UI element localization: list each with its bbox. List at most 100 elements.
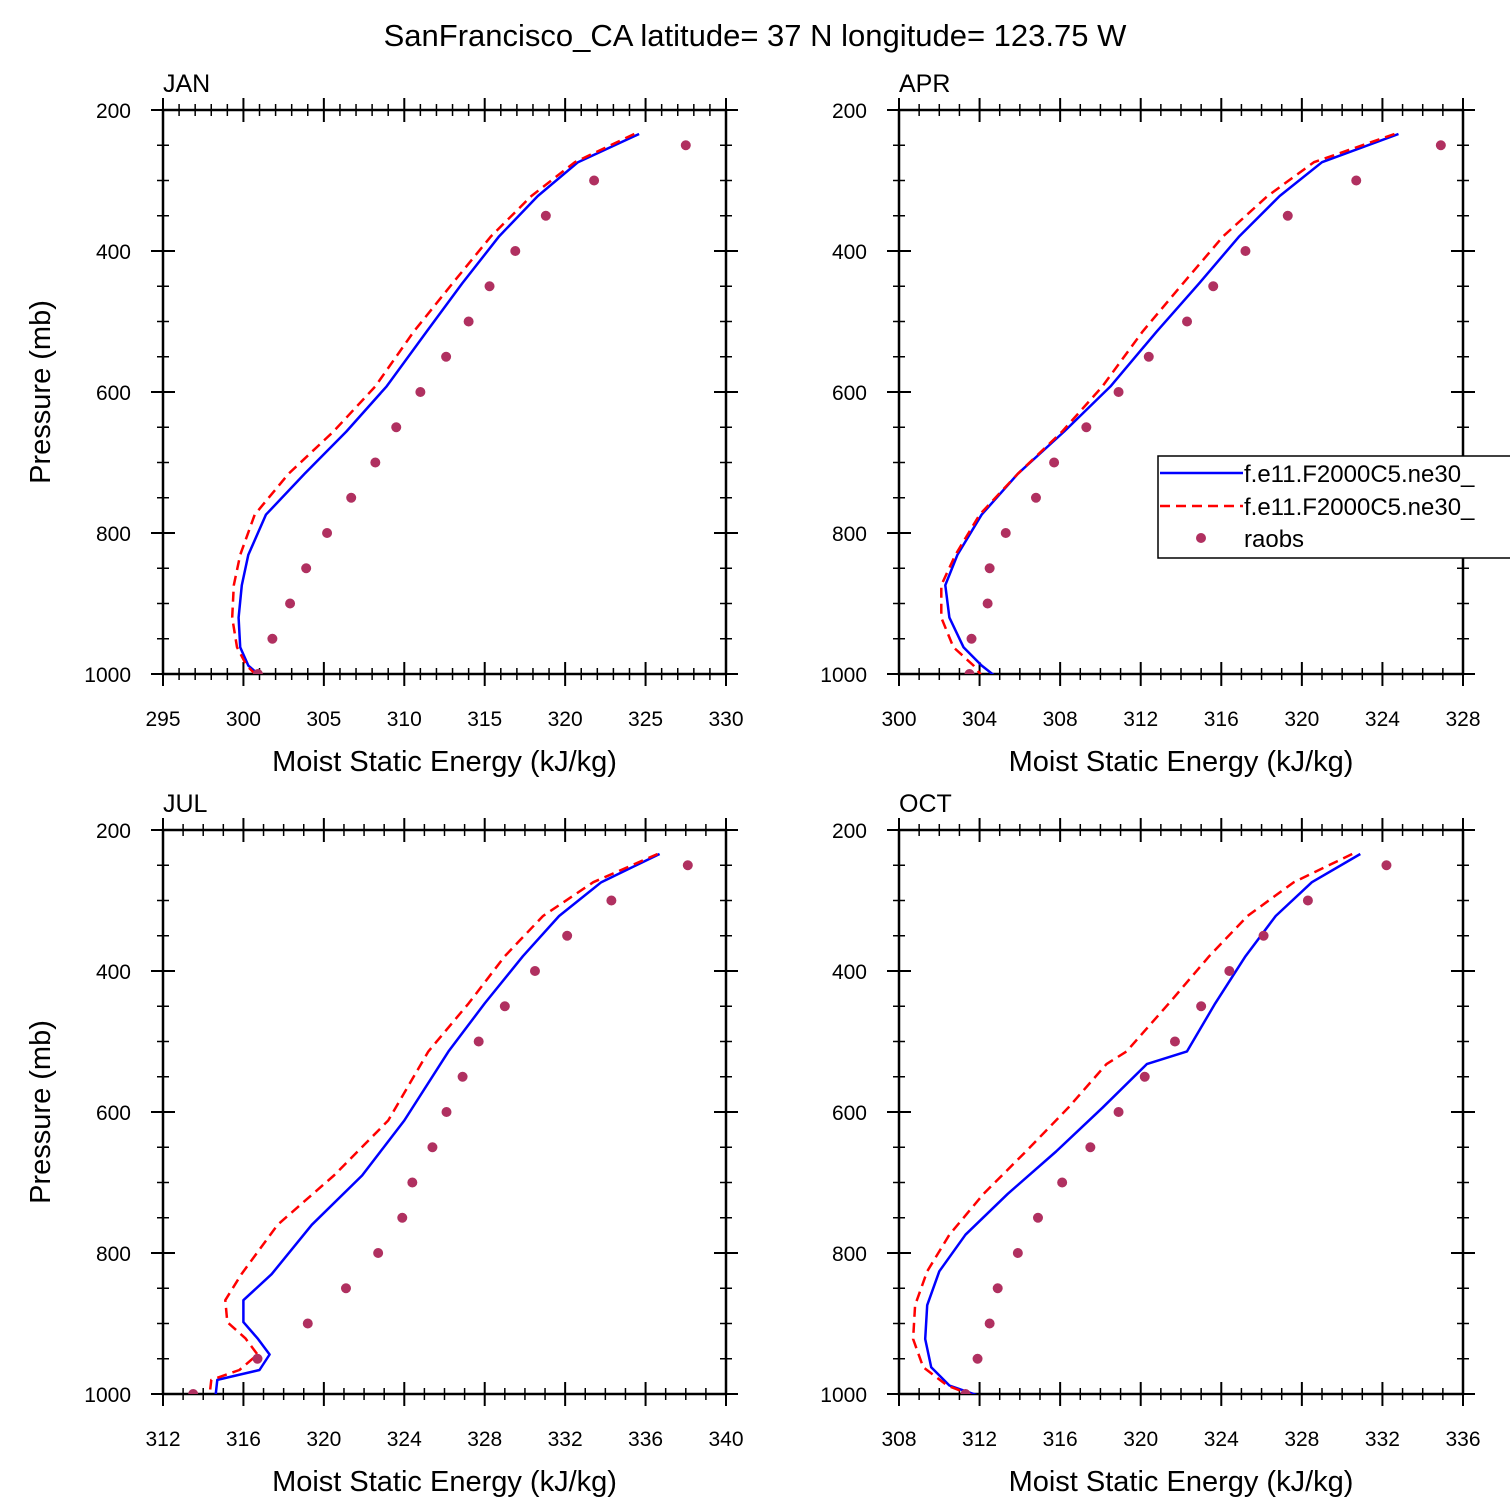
raobs-point — [1113, 387, 1124, 397]
raobs-point — [1240, 246, 1251, 256]
y-tick-label: 600 — [96, 382, 131, 405]
x-tick-label: 310 — [387, 708, 422, 731]
raobs-point — [1224, 966, 1235, 976]
y-tick-label: 200 — [832, 100, 867, 123]
raobs-point — [391, 422, 402, 433]
series-group — [911, 852, 1392, 1394]
raobs-point — [540, 210, 551, 221]
x-tick-label: 340 — [708, 1428, 743, 1451]
x-tick-label: 325 — [628, 708, 663, 731]
y-tick-label: 600 — [96, 1102, 131, 1125]
panel-label: JAN — [163, 70, 210, 98]
raobs-point — [562, 930, 573, 941]
raobs-point — [1081, 422, 1092, 433]
x-tick-label: 336 — [628, 1428, 663, 1451]
raobs-point — [984, 1318, 995, 1329]
raobs-point — [484, 281, 495, 292]
x-tick-label: 324 — [1365, 708, 1400, 731]
raobs-point — [1282, 210, 1293, 221]
raobs-point — [322, 528, 333, 538]
raobs-point — [1049, 457, 1060, 468]
model1-profile-line — [237, 132, 640, 674]
x-tick-label: 308 — [1043, 708, 1078, 731]
raobs-point — [1032, 1212, 1043, 1223]
panel-label: JUL — [163, 790, 208, 818]
raobs-point — [463, 316, 474, 327]
raobs-point — [267, 633, 278, 644]
raobs-point — [302, 1318, 313, 1329]
raobs-point — [441, 1107, 452, 1117]
x-tick-label: 316 — [226, 1428, 261, 1451]
raobs-point — [1435, 140, 1446, 151]
raobs-point — [1302, 895, 1313, 906]
figure-title: SanFrancisco_CA latitude= 37 N longitude… — [384, 18, 1127, 53]
raobs-point — [397, 1212, 408, 1223]
x-tick-label: 330 — [708, 708, 743, 731]
raobs-point — [252, 669, 263, 674]
raobs-point — [457, 1071, 468, 1082]
x-tick-label: 300 — [226, 708, 261, 731]
x-tick-label: 312 — [145, 1428, 180, 1451]
panel-jan: JAN 295 300 305 310 315 320 325 330 200 400 600 800 1… — [25, 70, 744, 778]
y-tick-label: 400 — [832, 961, 867, 984]
x-tick-label: 312 — [962, 1428, 997, 1451]
series-group — [940, 132, 1446, 674]
x-tick-label: 312 — [1123, 708, 1158, 731]
raobs-point — [1351, 175, 1362, 186]
legend-label-model1: f.e11.F2000C5.ne30_ — [1244, 461, 1475, 488]
x-tick-label: 316 — [1043, 1428, 1078, 1451]
x-tick-label: 308 — [881, 1428, 916, 1451]
raobs-point — [1169, 1036, 1180, 1047]
y-axis-title: Pressure (mb) — [25, 300, 57, 484]
legend-marker-raobs — [1196, 533, 1206, 543]
panel-oct: OCT 308 312 316 320 324 328 332 336 200 400 600 800 1… — [820, 790, 1480, 1498]
raobs-point — [1012, 1248, 1023, 1258]
model2-profile-line — [940, 132, 1395, 674]
raobs-point — [529, 966, 540, 976]
y-tick-label: 400 — [96, 961, 131, 984]
series-group — [230, 132, 691, 674]
raobs-point — [984, 563, 995, 574]
model1-profile-line — [923, 852, 1361, 1394]
y-tick-label: 200 — [96, 100, 131, 123]
raobs-point — [966, 633, 977, 644]
raobs-point — [340, 1283, 351, 1294]
raobs-point — [1182, 316, 1193, 327]
x-tick-label: 295 — [145, 708, 180, 731]
legend-label-raobs: raobs — [1244, 526, 1304, 553]
y-tick-label: 200 — [96, 820, 131, 843]
raobs-point — [415, 387, 426, 397]
x-tick-label: 315 — [467, 708, 502, 731]
x-tick-label: 328 — [1445, 708, 1480, 731]
raobs-point — [1196, 1001, 1207, 1012]
raobs-point — [589, 175, 600, 186]
legend-label-model2: f.e11.F2000C5.ne30_ — [1244, 494, 1475, 521]
raobs-point — [407, 1177, 418, 1188]
raobs-point — [1113, 1107, 1124, 1117]
panel-label: APR — [899, 70, 950, 98]
raobs-point — [1139, 1071, 1150, 1082]
series-group — [188, 852, 693, 1394]
y-tick-label: 800 — [832, 523, 867, 546]
y-tick-label: 800 — [832, 1243, 867, 1266]
raobs-point — [346, 492, 357, 503]
x-axis-title: Moist Static Energy (kJ/kg) — [272, 746, 617, 778]
x-tick-label: 332 — [1365, 1428, 1400, 1451]
x-tick-label: 300 — [881, 708, 916, 731]
y-tick-label: 600 — [832, 1102, 867, 1125]
raobs-point — [992, 1283, 1003, 1294]
raobs-point — [960, 1389, 971, 1394]
raobs-point — [1030, 492, 1041, 503]
panel-jul: JUL 312 316 320 324 328 332 336 340 200 400 600 800 1… — [25, 790, 744, 1498]
x-tick-label: 332 — [548, 1428, 583, 1451]
raobs-point — [682, 860, 693, 871]
y-tick-label: 1000 — [84, 1384, 131, 1407]
x-tick-label: 320 — [1123, 1428, 1158, 1451]
raobs-point — [1143, 351, 1154, 362]
raobs-point — [680, 140, 691, 151]
raobs-point — [1000, 528, 1011, 538]
x-axis-title: Moist Static Energy (kJ/kg) — [272, 1466, 617, 1498]
raobs-point — [373, 1248, 384, 1258]
raobs-point — [964, 669, 975, 674]
